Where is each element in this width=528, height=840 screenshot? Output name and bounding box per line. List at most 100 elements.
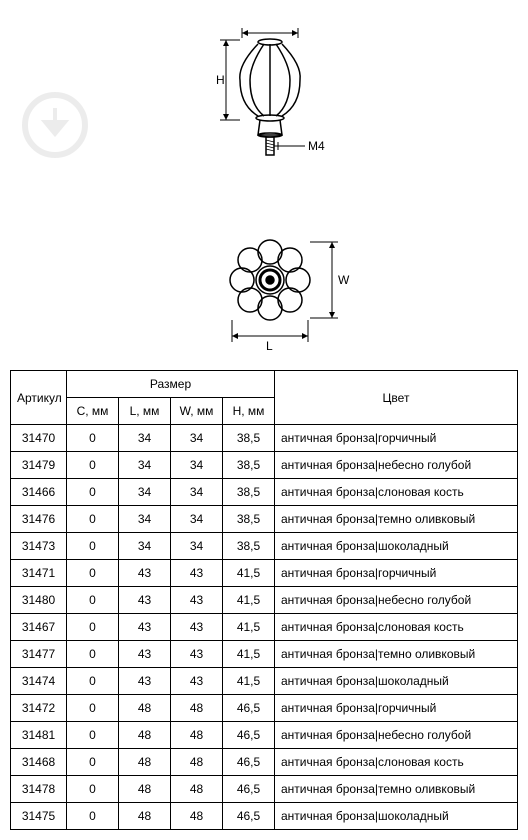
- cell-h: 38,5: [223, 479, 275, 506]
- cell-art: 31473: [11, 533, 67, 560]
- cell-color: античная бронза|темно оливковый: [275, 776, 518, 803]
- cell-c: 0: [67, 641, 119, 668]
- cell-l: 43: [119, 641, 171, 668]
- header-w: W, мм: [171, 398, 223, 425]
- cell-h: 38,5: [223, 506, 275, 533]
- cell-color: античная бронза|слоновая кость: [275, 749, 518, 776]
- cell-l: 34: [119, 479, 171, 506]
- cell-art: 31467: [11, 614, 67, 641]
- h-label: H: [216, 73, 225, 87]
- cell-c: 0: [67, 803, 119, 830]
- cell-h: 41,5: [223, 614, 275, 641]
- cell-h: 38,5: [223, 533, 275, 560]
- cell-w: 34: [171, 533, 223, 560]
- header-h: H, мм: [223, 398, 275, 425]
- cell-color: античная бронза|слоновая кость: [275, 479, 518, 506]
- cell-art: 31472: [11, 695, 67, 722]
- cell-w: 43: [171, 587, 223, 614]
- header-article: Артикул: [11, 371, 67, 425]
- cell-c: 0: [67, 668, 119, 695]
- cell-l: 34: [119, 452, 171, 479]
- cell-color: античная бронза|горчичный: [275, 560, 518, 587]
- table-row: 314810484846,5античная бронза|небесно го…: [11, 722, 518, 749]
- cell-w: 43: [171, 641, 223, 668]
- cell-h: 46,5: [223, 803, 275, 830]
- cell-w: 34: [171, 479, 223, 506]
- cell-c: 0: [67, 614, 119, 641]
- cell-color: античная бронза|темно оливковый: [275, 506, 518, 533]
- cell-h: 38,5: [223, 425, 275, 452]
- l-label: L: [266, 339, 273, 353]
- cell-color: античная бронза|шоколадный: [275, 533, 518, 560]
- cell-l: 48: [119, 803, 171, 830]
- spec-table: Артикул Размер Цвет C, мм L, мм W, мм H,…: [10, 370, 518, 830]
- cell-c: 0: [67, 452, 119, 479]
- cell-l: 43: [119, 614, 171, 641]
- cell-w: 34: [171, 425, 223, 452]
- cell-art: 31477: [11, 641, 67, 668]
- cell-art: 31481: [11, 722, 67, 749]
- cell-color: античная бронза|слоновая кость: [275, 614, 518, 641]
- cell-h: 46,5: [223, 695, 275, 722]
- cell-c: 0: [67, 506, 119, 533]
- cell-w: 34: [171, 452, 223, 479]
- cell-h: 41,5: [223, 587, 275, 614]
- header-color: Цвет: [275, 371, 518, 425]
- table-row: 314730343438,5античная бронза|шоколадный: [11, 533, 518, 560]
- cell-w: 48: [171, 776, 223, 803]
- knob-side-view: H M4: [210, 20, 390, 183]
- cell-h: 38,5: [223, 452, 275, 479]
- cell-w: 43: [171, 668, 223, 695]
- table-row: 314800434341,5античная бронза|небесно го…: [11, 587, 518, 614]
- cell-h: 41,5: [223, 668, 275, 695]
- table-row: 314750484846,5античная бронза|шоколадный: [11, 803, 518, 830]
- cell-color: античная бронза|горчичный: [275, 695, 518, 722]
- cell-c: 0: [67, 425, 119, 452]
- cell-w: 48: [171, 695, 223, 722]
- cell-h: 41,5: [223, 560, 275, 587]
- cell-l: 34: [119, 506, 171, 533]
- header-c: C, мм: [67, 398, 119, 425]
- cell-art: 31476: [11, 506, 67, 533]
- header-size: Размер: [67, 371, 275, 398]
- watermark-icon: [20, 90, 90, 163]
- table-row: 314770434341,5античная бронза|темно олив…: [11, 641, 518, 668]
- cell-h: 46,5: [223, 749, 275, 776]
- cell-art: 31480: [11, 587, 67, 614]
- cell-c: 0: [67, 533, 119, 560]
- cell-art: 31471: [11, 560, 67, 587]
- cell-c: 0: [67, 749, 119, 776]
- table-row: 314700343438,5античная бронза|горчичный: [11, 425, 518, 452]
- cell-color: античная бронза|темно оливковый: [275, 641, 518, 668]
- cell-color: античная бронза|горчичный: [275, 425, 518, 452]
- cell-h: 46,5: [223, 722, 275, 749]
- table-row: 314680484846,5античная бронза|слоновая к…: [11, 749, 518, 776]
- table-row: 314720484846,5античная бронза|горчичный: [11, 695, 518, 722]
- cell-l: 48: [119, 776, 171, 803]
- cell-h: 41,5: [223, 641, 275, 668]
- table-row: 314760343438,5античная бронза|темно олив…: [11, 506, 518, 533]
- cell-l: 48: [119, 722, 171, 749]
- cell-w: 48: [171, 749, 223, 776]
- cell-l: 48: [119, 749, 171, 776]
- cell-art: 31468: [11, 749, 67, 776]
- cell-art: 31478: [11, 776, 67, 803]
- cell-color: античная бронза|небесно голубой: [275, 722, 518, 749]
- cell-c: 0: [67, 587, 119, 614]
- cell-w: 48: [171, 722, 223, 749]
- table-row: 314660343438,5античная бронза|слоновая к…: [11, 479, 518, 506]
- cell-art: 31470: [11, 425, 67, 452]
- cell-art: 31466: [11, 479, 67, 506]
- table-row: 314790343438,5античная бронза|небесно го…: [11, 452, 518, 479]
- header-l: L, мм: [119, 398, 171, 425]
- cell-l: 48: [119, 695, 171, 722]
- cell-l: 43: [119, 668, 171, 695]
- cell-c: 0: [67, 722, 119, 749]
- cell-w: 48: [171, 803, 223, 830]
- cell-art: 31475: [11, 803, 67, 830]
- cell-color: античная бронза|небесно голубой: [275, 452, 518, 479]
- table-row: 314670434341,5античная бронза|слоновая к…: [11, 614, 518, 641]
- cell-w: 34: [171, 506, 223, 533]
- cell-color: античная бронза|шоколадный: [275, 803, 518, 830]
- w-label: W: [338, 273, 350, 287]
